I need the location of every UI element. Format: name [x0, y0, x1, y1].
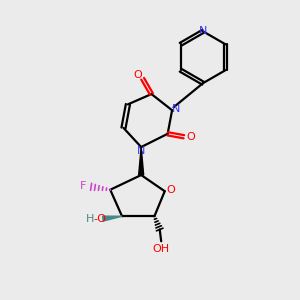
Text: O: O	[186, 132, 195, 142]
Text: N: N	[172, 104, 180, 114]
Text: N: N	[199, 26, 207, 36]
Text: H: H	[86, 214, 95, 224]
Text: O: O	[133, 70, 142, 80]
Text: F: F	[80, 181, 86, 191]
Text: N: N	[137, 146, 146, 156]
Text: O: O	[166, 185, 175, 195]
Text: -O: -O	[93, 214, 106, 224]
Polygon shape	[139, 147, 144, 175]
Polygon shape	[103, 216, 122, 221]
Text: OH: OH	[153, 244, 170, 254]
